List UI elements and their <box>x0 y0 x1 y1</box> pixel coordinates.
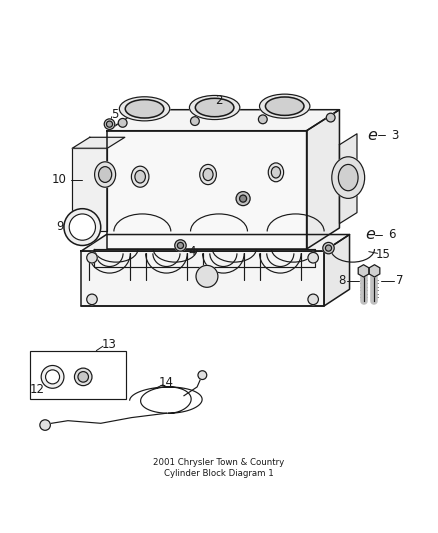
Text: 8: 8 <box>338 274 345 287</box>
Ellipse shape <box>332 157 364 198</box>
Text: 10: 10 <box>52 173 67 186</box>
Ellipse shape <box>95 162 116 187</box>
Circle shape <box>74 368 92 386</box>
Circle shape <box>196 265 218 287</box>
Polygon shape <box>94 249 315 266</box>
Polygon shape <box>81 251 324 306</box>
Text: 9: 9 <box>57 220 64 233</box>
Circle shape <box>118 118 127 127</box>
Ellipse shape <box>338 165 358 191</box>
Circle shape <box>40 420 50 430</box>
Ellipse shape <box>259 94 310 118</box>
Polygon shape <box>339 134 357 223</box>
Text: 12: 12 <box>30 383 45 395</box>
Polygon shape <box>324 235 350 306</box>
Ellipse shape <box>200 165 216 184</box>
Circle shape <box>236 191 250 206</box>
Text: 6: 6 <box>388 229 396 241</box>
Text: e: e <box>367 127 377 143</box>
Circle shape <box>78 372 88 382</box>
Polygon shape <box>81 235 350 251</box>
Circle shape <box>87 253 97 263</box>
Polygon shape <box>107 110 339 131</box>
Text: 5: 5 <box>111 108 118 120</box>
Circle shape <box>87 294 97 304</box>
Circle shape <box>308 253 318 263</box>
Ellipse shape <box>131 166 149 187</box>
Circle shape <box>104 119 115 130</box>
Circle shape <box>41 366 64 388</box>
Circle shape <box>323 243 334 254</box>
Ellipse shape <box>268 163 284 182</box>
Ellipse shape <box>265 97 304 115</box>
Bar <box>30 351 126 399</box>
Polygon shape <box>107 131 307 249</box>
Text: 3: 3 <box>391 128 398 142</box>
Ellipse shape <box>99 167 112 182</box>
Ellipse shape <box>189 95 240 119</box>
Text: 13: 13 <box>102 338 117 351</box>
Polygon shape <box>72 148 107 231</box>
Text: 2001 Chrysler Town & Country
Cylinder Block Diagram 1: 2001 Chrysler Town & Country Cylinder Bl… <box>153 457 285 479</box>
Ellipse shape <box>195 98 234 117</box>
Ellipse shape <box>119 97 170 121</box>
Text: e: e <box>365 228 375 243</box>
Circle shape <box>177 243 184 248</box>
Circle shape <box>175 240 186 251</box>
Ellipse shape <box>271 167 280 178</box>
Circle shape <box>326 113 335 122</box>
Ellipse shape <box>135 171 145 183</box>
Circle shape <box>198 371 207 379</box>
Text: 14: 14 <box>159 376 174 389</box>
Ellipse shape <box>125 100 164 118</box>
Circle shape <box>258 115 267 124</box>
Circle shape <box>46 370 60 384</box>
Circle shape <box>106 121 113 127</box>
Text: 2: 2 <box>215 94 223 108</box>
Circle shape <box>64 209 101 246</box>
Circle shape <box>69 214 95 240</box>
Text: 7: 7 <box>396 274 403 287</box>
Circle shape <box>308 294 318 304</box>
Polygon shape <box>307 110 339 249</box>
Text: 15: 15 <box>376 248 391 261</box>
Polygon shape <box>72 138 125 148</box>
Circle shape <box>240 195 247 202</box>
Circle shape <box>325 245 332 251</box>
Circle shape <box>191 117 199 125</box>
Text: 4: 4 <box>188 245 196 257</box>
Ellipse shape <box>203 168 213 181</box>
